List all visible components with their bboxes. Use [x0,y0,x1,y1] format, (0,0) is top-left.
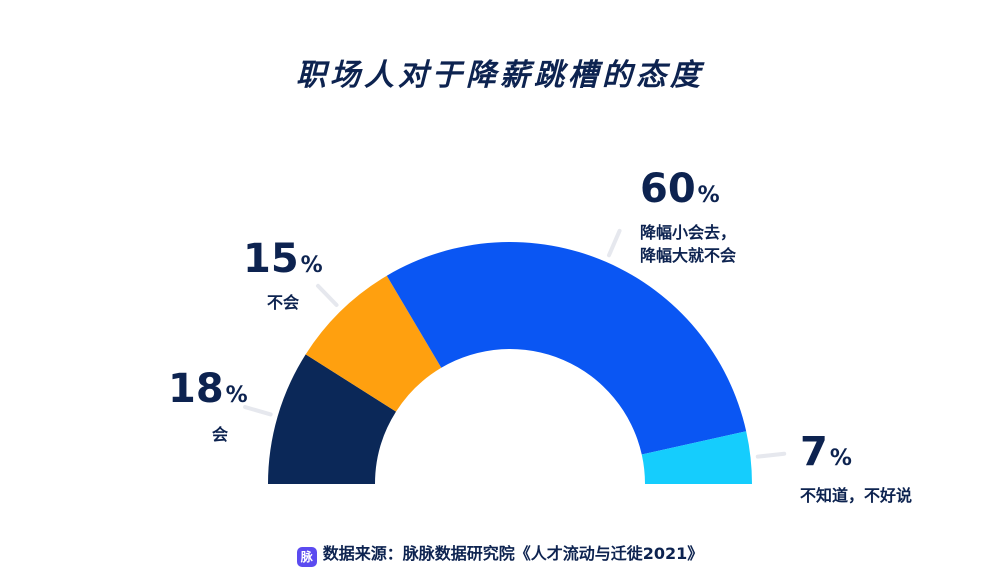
slice-2 [386,242,747,455]
maimai-logo-icon: 脉 [296,547,317,567]
slice-1 [305,275,442,412]
pct-label-3: 7% [800,429,852,475]
source-footer: 脉数据来源：脉脉数据研究院《人才流动与迁徙2021》 [0,540,1000,567]
category-label-1: 不会 [267,293,299,312]
leader-line-3 [755,451,787,459]
pct-label-2: 60% [640,166,720,212]
category-label-2-0: 降幅小会去， [640,223,736,242]
pct-label-1: 15% [243,236,323,282]
slice-0 [268,354,397,484]
leader-line-0 [243,405,273,417]
category-label-3: 不知道，不好说 [800,486,912,505]
leader-line-2 [606,228,622,258]
category-label-2-1: 降幅大就不会 [640,246,736,265]
leader-line-1 [316,283,339,307]
slice-3 [641,431,752,484]
pct-label-0: 18% [168,366,248,412]
chart-title: 职场人对于降薪跳槽的态度 [296,58,704,93]
category-label-0: 会 [212,425,228,444]
source-text: 数据来源：脉脉数据研究院《人才流动与迁徙2021》 [322,544,704,563]
